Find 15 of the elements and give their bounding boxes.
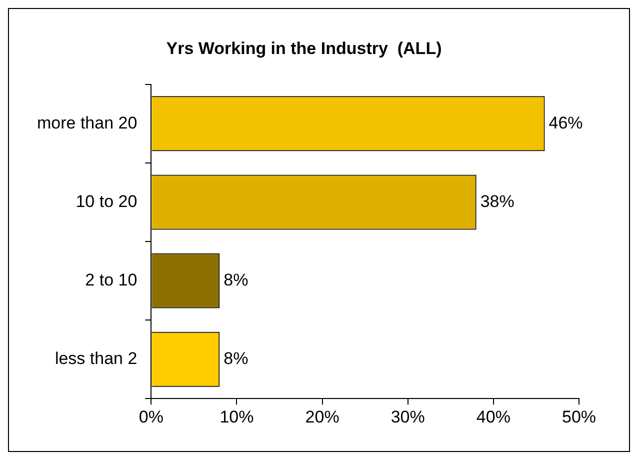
y-tick-label: 10 to 20 [76,192,138,211]
data-label: 8% [224,349,248,368]
data-label: 46% [548,113,583,132]
chart-title: Yrs Working in the Industry (ALL) [166,38,442,58]
data-label: 38% [480,192,514,211]
y-tick-label: 2 to 10 [85,270,138,290]
y-tick-label: more than 20 [36,113,138,132]
x-tick-label: 50% [562,407,596,426]
x-tick-label: 30% [390,407,425,426]
y-tick-label: less than 2 [54,349,138,368]
x-tick-label: 20% [305,407,340,426]
x-tick-label: 40% [476,407,510,426]
x-tick-label: 0% [138,407,164,426]
x-tick-label: 10% [220,407,254,426]
data-label: 8% [224,270,248,290]
